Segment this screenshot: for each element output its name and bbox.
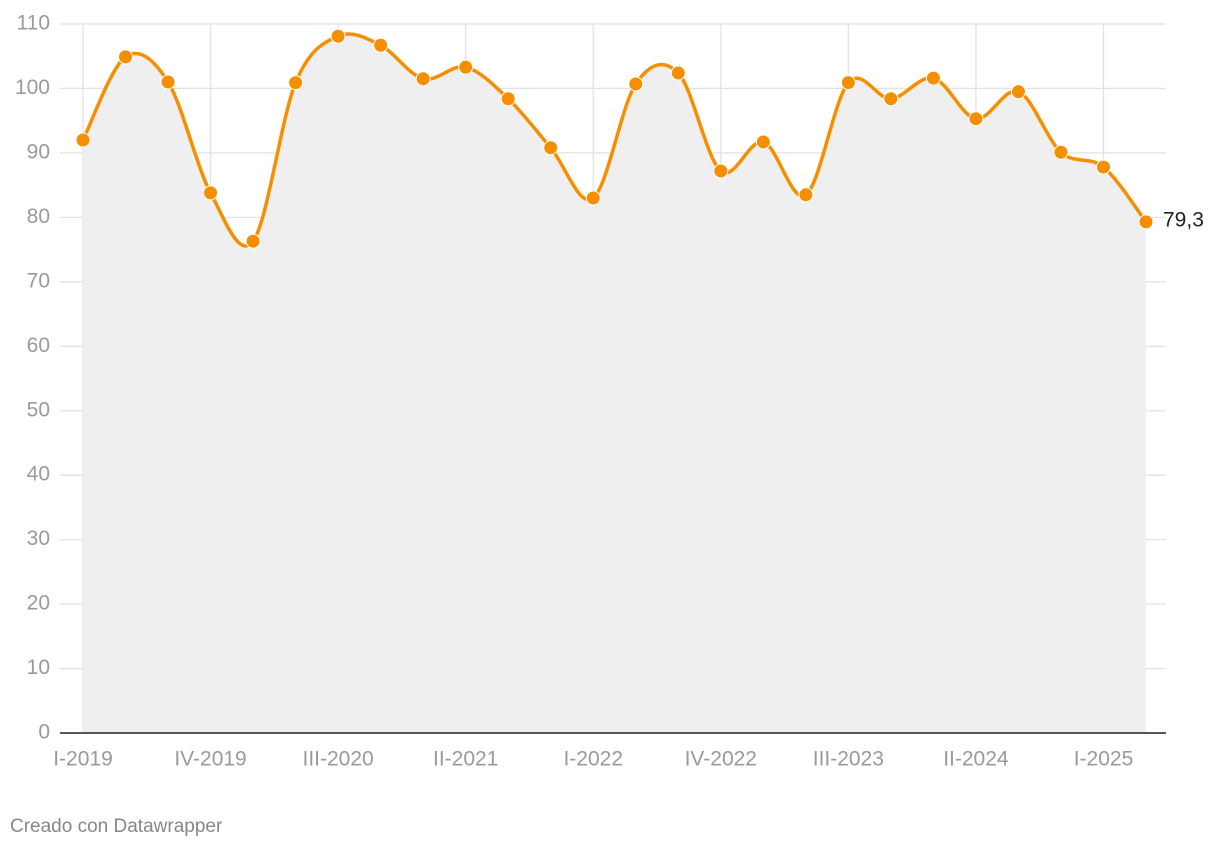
point <box>968 111 984 127</box>
x-tick-label: II-2021 <box>433 748 498 771</box>
point <box>755 134 771 150</box>
point <box>500 91 516 107</box>
point <box>245 233 261 249</box>
point <box>118 49 134 65</box>
point <box>203 185 219 201</box>
point <box>585 190 601 206</box>
footer: Creado con Datawrapper <box>10 816 223 837</box>
point <box>330 28 346 44</box>
point <box>415 71 431 87</box>
y-tick-label: 110 <box>17 12 50 35</box>
point <box>1095 159 1111 175</box>
point <box>628 76 644 92</box>
y-tick-label: 90 <box>27 140 50 163</box>
point <box>543 140 559 156</box>
y-tick-label: 0 <box>38 721 50 744</box>
point <box>288 75 304 91</box>
x-tick-label: I-2022 <box>563 748 623 771</box>
y-tick-label: 100 <box>15 76 50 99</box>
x-tick-label: IV-2019 <box>174 748 246 771</box>
x-tick-label: I-2025 <box>1074 748 1134 771</box>
y-tick-label: 30 <box>27 527 50 550</box>
point <box>160 74 176 90</box>
point <box>373 37 389 53</box>
x-tick-label: III-2023 <box>813 748 884 771</box>
point <box>458 59 474 75</box>
y-tick-label: 10 <box>27 656 50 679</box>
x-tick-label: I-2019 <box>53 748 113 771</box>
x-tick-label: IV-2022 <box>685 748 757 771</box>
point <box>925 70 941 86</box>
y-tick-label: 40 <box>27 463 50 486</box>
y-tick-label: 60 <box>27 334 50 357</box>
point <box>713 163 729 179</box>
point <box>1053 144 1069 160</box>
y-tick-label: 50 <box>27 398 50 421</box>
x-tick-label: II-2024 <box>943 748 1009 771</box>
point <box>1138 214 1154 230</box>
x-tick-label: III-2020 <box>303 748 374 771</box>
y-tick-label: 80 <box>27 205 50 228</box>
y-tick-label: 70 <box>27 269 50 292</box>
value-label: 79,3 <box>1163 208 1204 231</box>
point <box>75 132 91 148</box>
point <box>1010 84 1026 100</box>
y-tick-label: 20 <box>27 592 50 615</box>
point <box>798 187 814 203</box>
area <box>83 34 1146 733</box>
point <box>840 75 856 91</box>
point <box>670 65 686 81</box>
point <box>883 91 899 107</box>
